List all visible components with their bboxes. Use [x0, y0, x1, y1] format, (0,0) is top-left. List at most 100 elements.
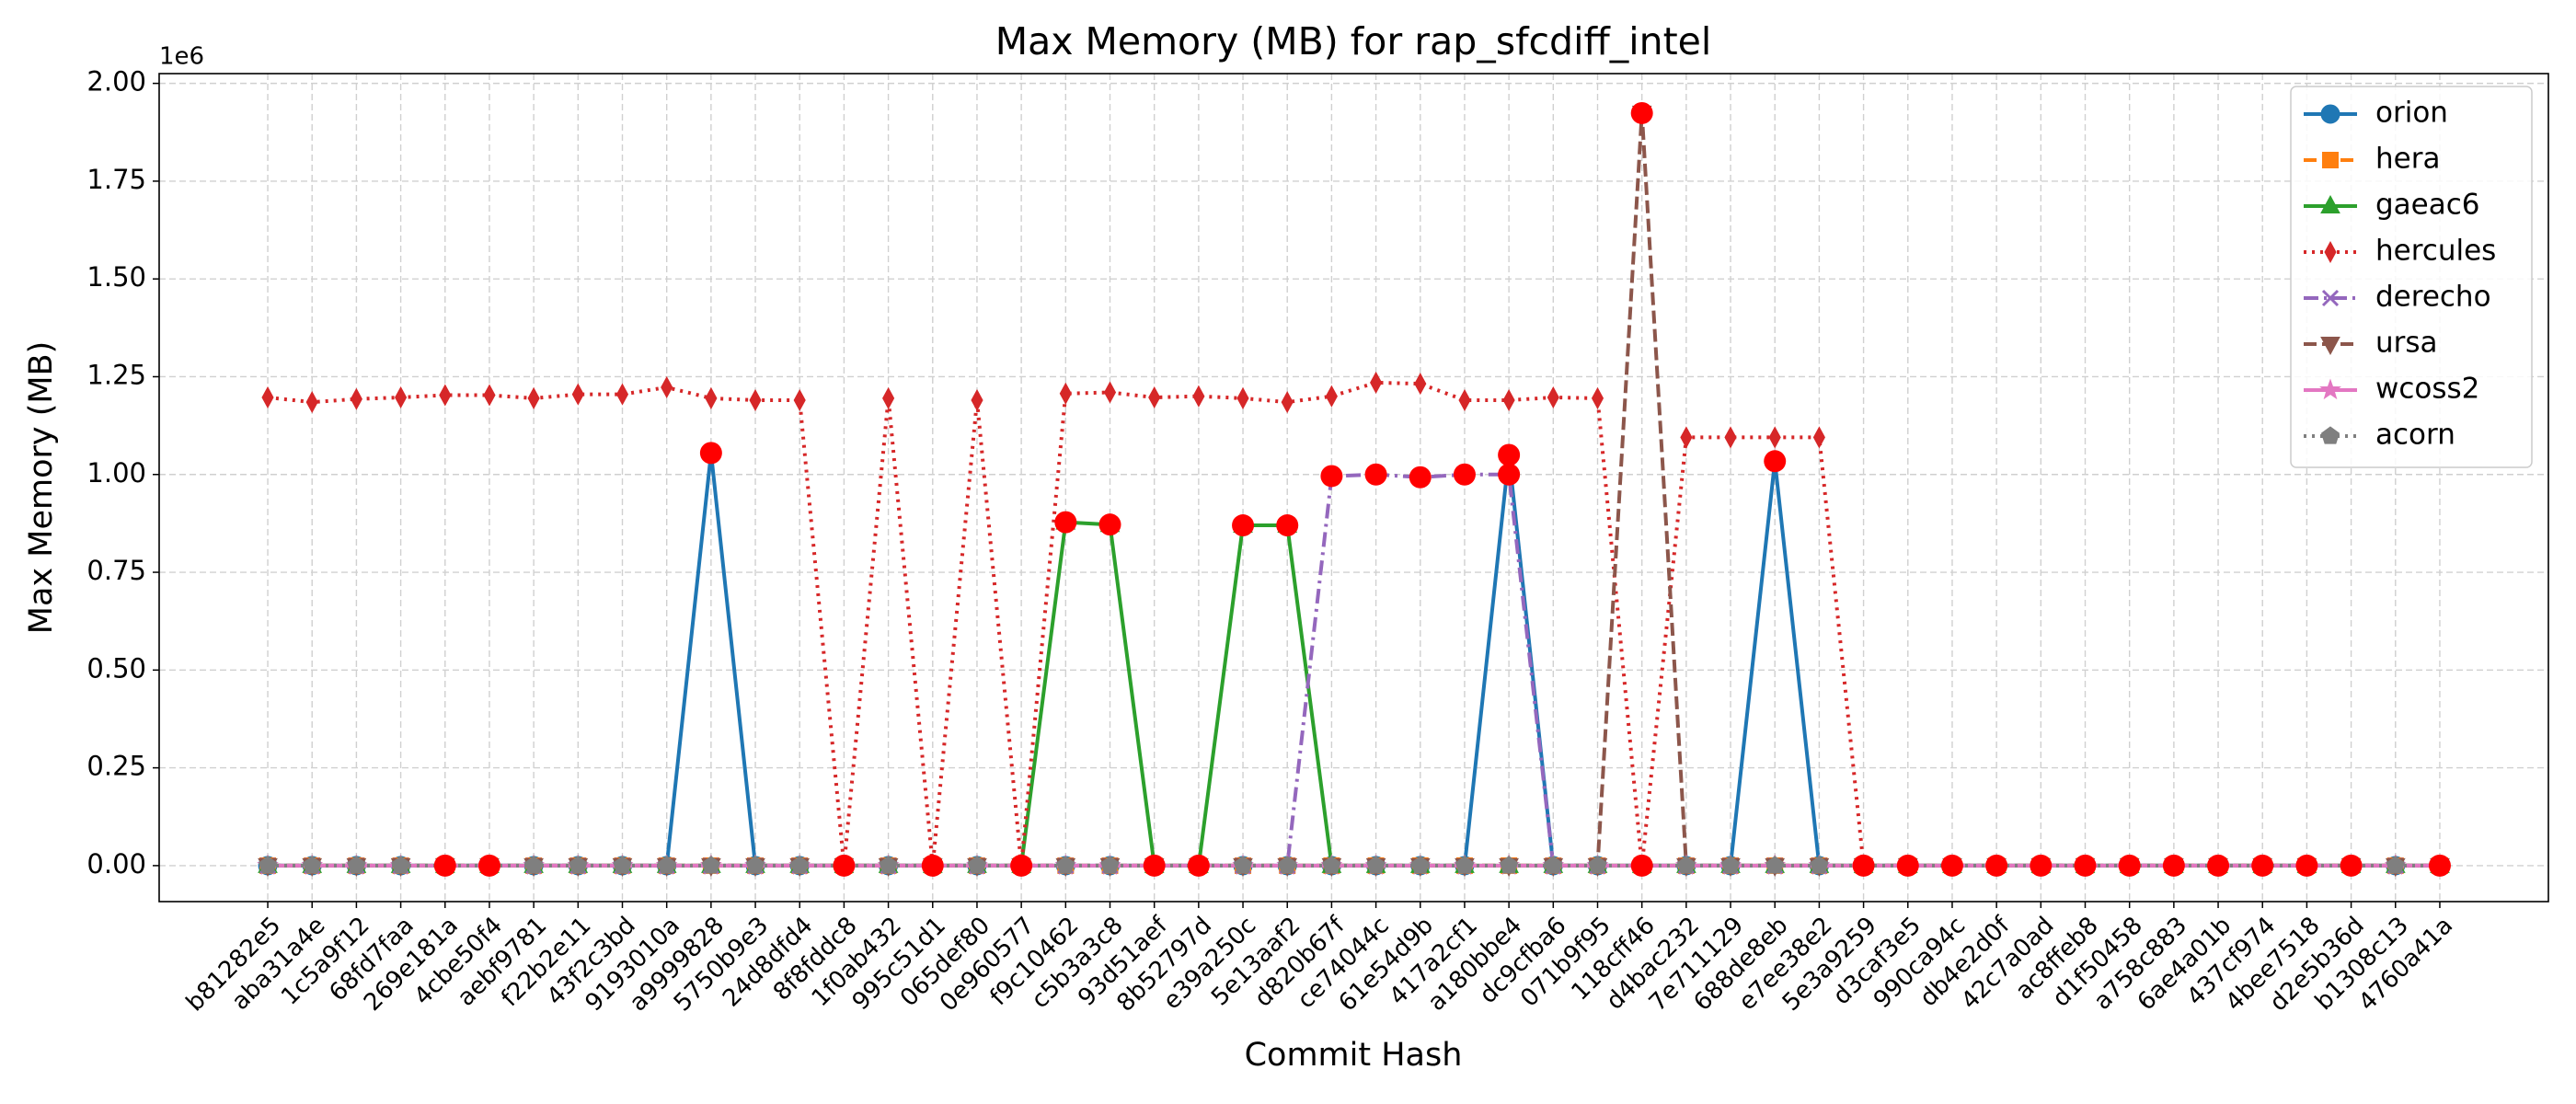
data-point — [705, 386, 718, 409]
highlight-point — [1630, 101, 1653, 124]
data-point — [1768, 426, 1781, 449]
legend-box — [2290, 86, 2533, 468]
data-point — [1192, 385, 1205, 408]
legend-label: ursa — [2375, 327, 2438, 360]
highlight-point — [2295, 854, 2318, 877]
highlight-point — [2074, 854, 2097, 877]
data-point — [1236, 386, 1249, 409]
data-point — [1502, 388, 1515, 412]
data-point — [261, 385, 274, 409]
legend-marker — [2320, 426, 2340, 444]
y-tick-label: 1.25 — [86, 359, 146, 390]
highlight-point — [921, 854, 944, 877]
data-point — [1100, 856, 1120, 874]
data-point — [1278, 856, 1297, 874]
y-tick-label: 0.25 — [86, 751, 146, 782]
data-point — [701, 856, 720, 874]
highlight-point — [477, 854, 500, 877]
highlight-point — [2118, 854, 2141, 877]
highlight-point — [1187, 854, 1210, 877]
highlight-point — [433, 854, 456, 877]
data-point — [524, 856, 544, 874]
highlight-point — [2428, 854, 2451, 877]
data-point — [1056, 856, 1075, 874]
legend-marker — [2324, 240, 2337, 264]
data-point — [258, 856, 278, 874]
data-point — [1547, 385, 1559, 409]
data-point — [1680, 426, 1693, 449]
y-tick-label: 2.00 — [86, 66, 146, 98]
data-point — [1281, 391, 1294, 414]
data-point — [350, 387, 362, 410]
highlight-point — [1764, 450, 1787, 473]
data-point — [305, 391, 318, 414]
legend-label: wcoss2 — [2375, 373, 2479, 406]
data-point — [879, 856, 898, 874]
data-point — [967, 856, 987, 874]
y-tick-label: 1.00 — [86, 457, 146, 489]
data-point — [1812, 426, 1825, 449]
series-line — [268, 472, 2440, 868]
data-point — [483, 384, 496, 407]
data-point — [661, 375, 673, 399]
y-tick-label: 0.50 — [86, 652, 146, 684]
y-tick-label: 0.75 — [86, 555, 146, 586]
highlight-point — [1985, 854, 2008, 877]
data-point — [749, 388, 762, 412]
data-point — [1544, 856, 1563, 874]
highlight-point — [1276, 514, 1299, 537]
data-point — [1810, 856, 1829, 874]
data-point — [1148, 385, 1161, 409]
legend-marker — [2319, 378, 2341, 400]
plot-frame — [158, 73, 2549, 903]
data-point — [1588, 856, 1607, 874]
y-axis-label: Max Memory (MB) — [23, 341, 60, 634]
data-point — [1233, 856, 1253, 874]
data-point — [1370, 371, 1383, 394]
highlight-point — [2207, 854, 2230, 877]
y-offset-label: 1e6 — [159, 43, 204, 71]
data-point — [657, 856, 676, 874]
data-point — [615, 383, 629, 406]
highlight-point — [1010, 854, 1033, 877]
y-tick-label: 1.50 — [86, 261, 146, 293]
legend-marker — [2320, 194, 2340, 213]
y-tick-label: 0.00 — [86, 848, 146, 880]
data-point — [1322, 856, 1341, 874]
highlight-point — [1409, 466, 1432, 489]
data-point — [569, 856, 588, 874]
data-point — [1765, 856, 1785, 874]
data-point — [527, 386, 540, 409]
highlight-point — [1498, 463, 1521, 486]
data-point — [395, 385, 408, 409]
highlight-point — [1143, 854, 1166, 877]
data-point — [1325, 385, 1338, 408]
data-point — [303, 856, 322, 874]
y-tick-label: 1.75 — [86, 164, 146, 195]
data-point — [1059, 382, 1072, 405]
highlight-point — [833, 854, 856, 877]
data-point — [882, 386, 895, 409]
legend-marker — [2322, 152, 2339, 168]
highlight-point — [1054, 511, 1077, 534]
data-point — [1410, 856, 1430, 874]
data-point — [439, 384, 452, 407]
data-point — [2386, 856, 2405, 874]
data-point — [347, 856, 366, 874]
highlight-point — [1320, 465, 1343, 488]
data-point — [1366, 856, 1386, 874]
data-point — [790, 856, 810, 874]
highlight-point — [2340, 854, 2363, 877]
data-point — [1724, 426, 1737, 449]
legend-label: hercules — [2375, 235, 2496, 268]
legend-marker — [2320, 337, 2340, 356]
legend-label: orion — [2375, 97, 2448, 130]
data-point — [1414, 373, 1427, 396]
highlight-point — [1232, 514, 1255, 537]
data-point — [1455, 856, 1475, 874]
highlight-point — [1896, 854, 1919, 877]
legend-label: derecho — [2375, 281, 2491, 314]
highlight-point — [1852, 854, 1875, 877]
